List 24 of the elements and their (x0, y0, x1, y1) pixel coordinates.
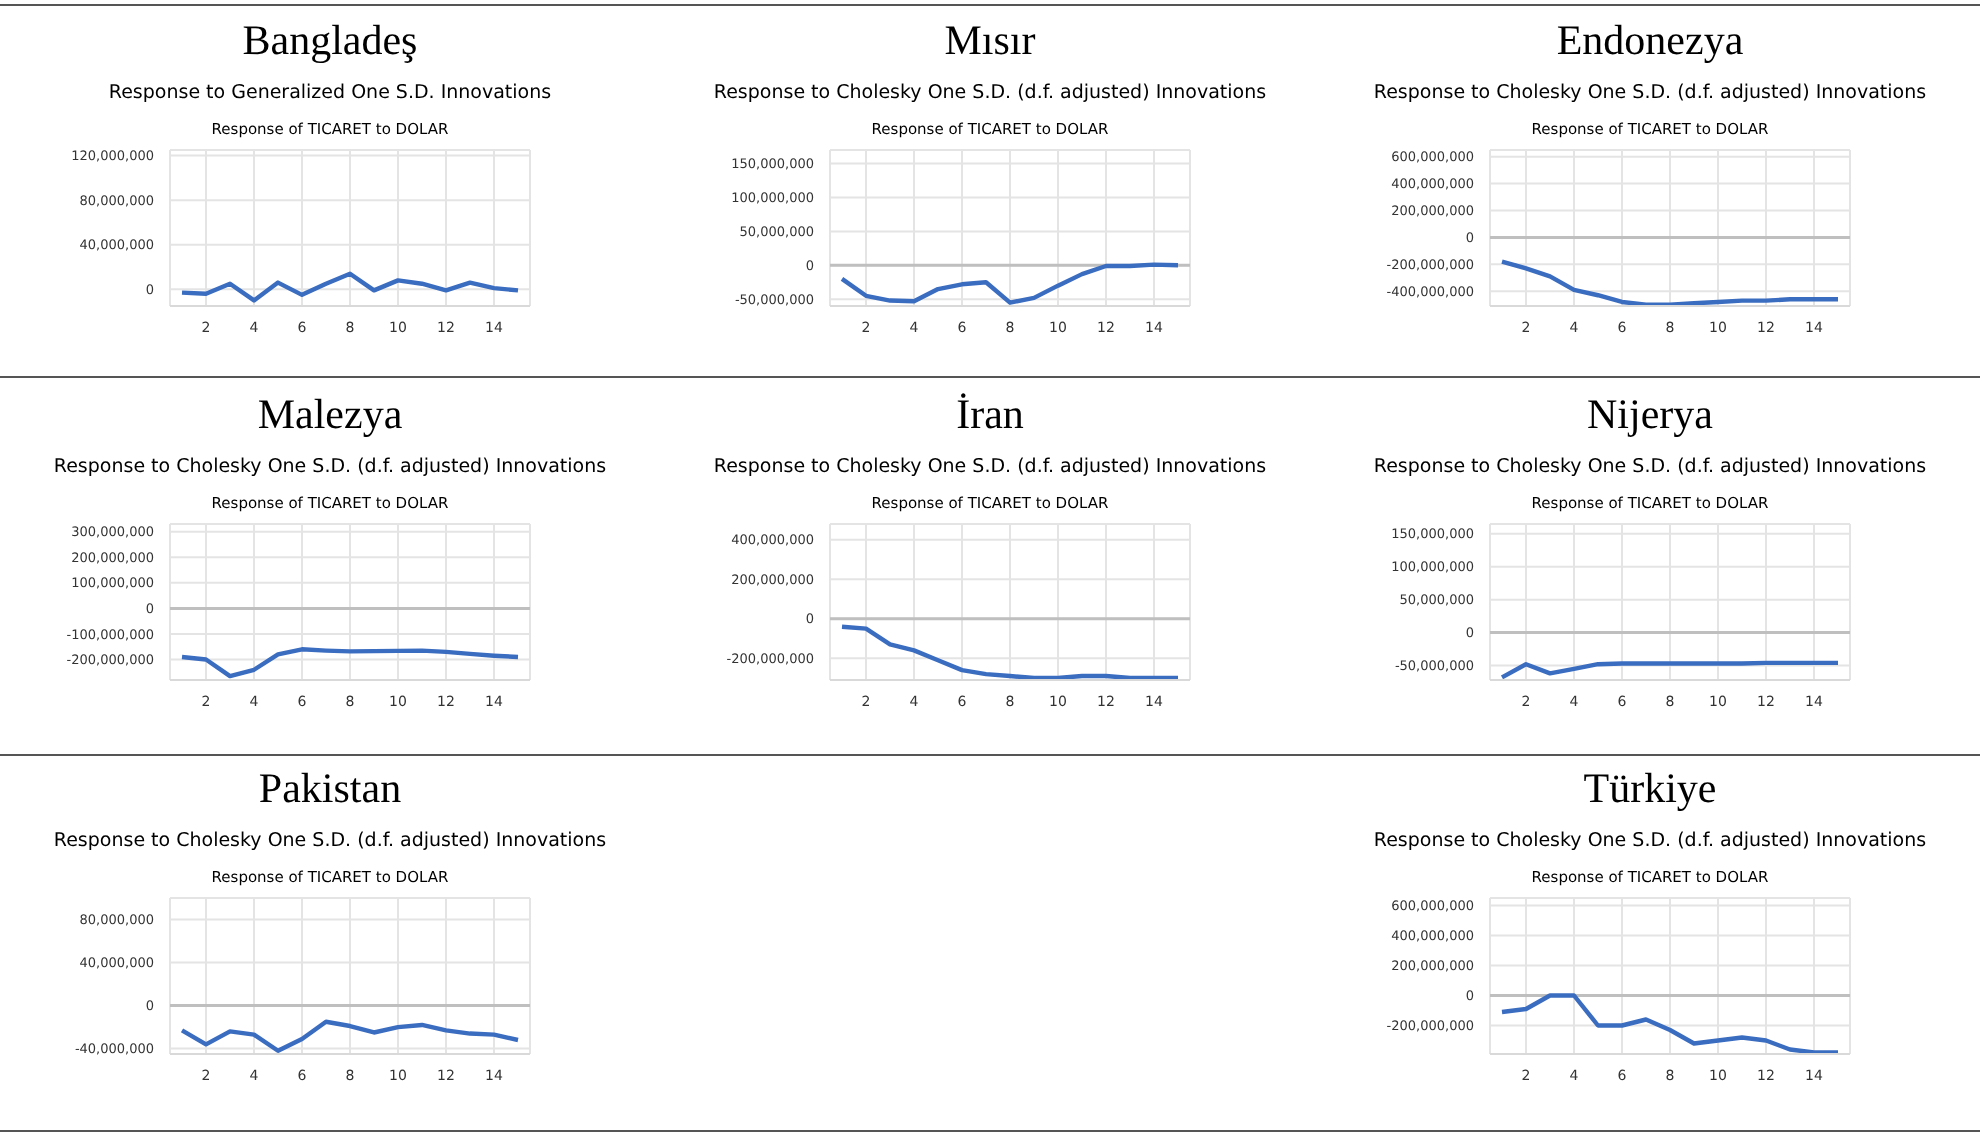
chart-subtitle: Response to Cholesky One S.D. (d.f. adjusted) Innovations (53, 456, 607, 478)
chart-subtitle: Response to Cholesky One S.D. (d.f. adjusted) Innovations (1373, 830, 1927, 852)
chart-title: Türkiye (1583, 764, 1717, 814)
chart-title: Pakistan (258, 764, 402, 814)
chart-title: Endonezya (1556, 16, 1744, 66)
line-series (1499, 993, 1841, 1054)
chart-title: Nijerya (1587, 390, 1713, 440)
chart-title: Bangladeş (242, 16, 418, 66)
chart-subtitle: Response to Cholesky One S.D. (d.f. adjusted) Innovations (713, 456, 1267, 478)
chart-title: Malezya (257, 390, 403, 440)
chart-title: İran (956, 390, 1024, 440)
chart-subtitle: Response to Cholesky One S.D. (d.f. adjusted) Innovations (713, 82, 1267, 104)
line-series (1499, 660, 1841, 680)
chart-subtitle: Response to Generalized One S.D. Innovations (108, 82, 552, 104)
line-series (179, 271, 521, 303)
line-series (1499, 259, 1841, 306)
chart-subtitle: Response to Cholesky One S.D. (d.f. adjusted) Innovations (1373, 456, 1927, 478)
line-series (179, 1019, 521, 1053)
line-series (839, 262, 1181, 305)
line-series (179, 647, 521, 679)
line-series (839, 624, 1181, 680)
chart-title: Mısır (944, 16, 1036, 66)
chart-subtitle: Response to Cholesky One S.D. (d.f. adjusted) Innovations (53, 830, 607, 852)
chart-subtitle: Response to Cholesky One S.D. (d.f. adjusted) Innovations (1373, 82, 1927, 104)
